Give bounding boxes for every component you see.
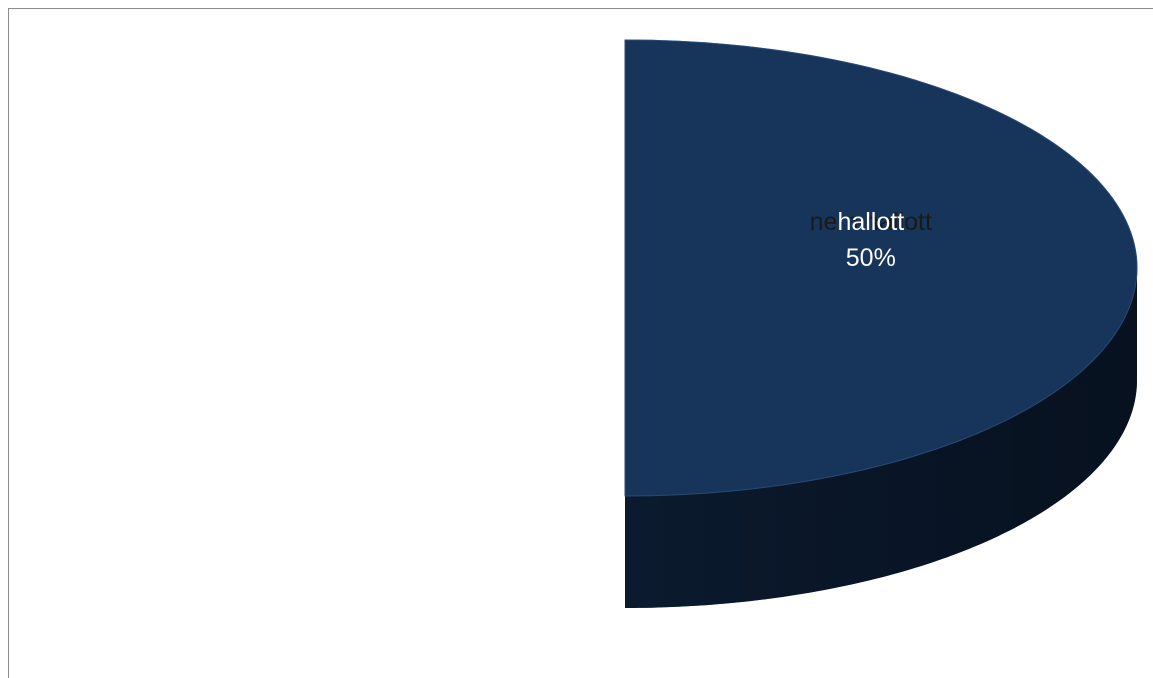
slice-category-label: nem hallott — [810, 208, 932, 236]
chart-border — [8, 8, 1153, 678]
pie-slice-side-1 — [625, 268, 1137, 608]
slice-category-label: hallott — [837, 208, 904, 236]
slice-percent-label: 50% — [846, 244, 896, 272]
pie-slice-1 — [624, 39, 1138, 497]
slice-percent-label: 50% — [846, 244, 896, 272]
